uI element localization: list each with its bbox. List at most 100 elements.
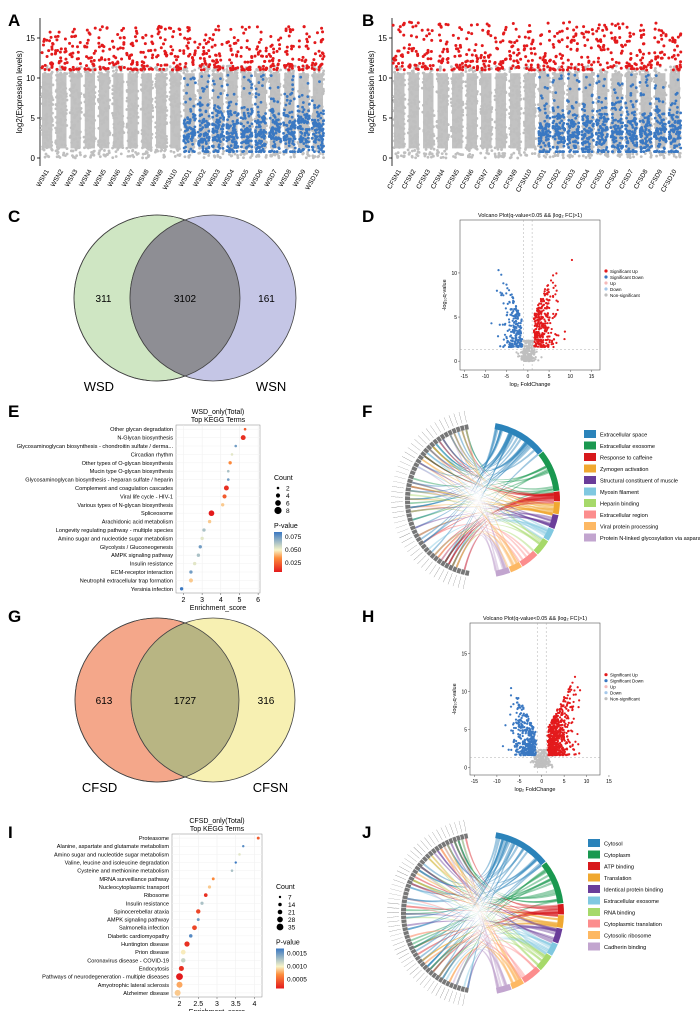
point-high bbox=[178, 62, 182, 66]
point-nonsig bbox=[282, 152, 286, 156]
point-high bbox=[178, 28, 182, 32]
point-nonsig bbox=[71, 149, 75, 153]
point-high bbox=[122, 41, 126, 45]
point-low bbox=[194, 81, 197, 85]
panel-label-B: B bbox=[362, 11, 374, 30]
point-low bbox=[269, 97, 273, 101]
point-high bbox=[50, 52, 54, 56]
point-low bbox=[220, 124, 224, 128]
point-low bbox=[225, 126, 229, 130]
point-low bbox=[306, 82, 310, 85]
point-low bbox=[270, 127, 274, 131]
point-high bbox=[97, 36, 101, 40]
y-tick-label: 0 bbox=[383, 154, 388, 163]
point-nonsig bbox=[399, 154, 403, 158]
point-high bbox=[179, 67, 183, 71]
point-nonsig bbox=[256, 68, 260, 72]
point-high bbox=[158, 67, 162, 71]
point-low bbox=[313, 103, 316, 107]
point-low bbox=[246, 136, 250, 140]
point-high bbox=[501, 39, 505, 43]
point-high bbox=[481, 28, 485, 32]
point-high bbox=[510, 45, 514, 49]
point-low bbox=[212, 150, 216, 154]
point-cloud bbox=[408, 73, 419, 149]
point-high bbox=[159, 25, 163, 29]
point-high bbox=[178, 49, 182, 53]
point-low bbox=[188, 119, 192, 123]
point-low bbox=[242, 87, 246, 90]
point-low bbox=[299, 127, 302, 131]
point-nonsig bbox=[459, 153, 463, 156]
point-low bbox=[261, 148, 265, 152]
point-high bbox=[260, 54, 264, 58]
point-cloud bbox=[70, 73, 81, 149]
point-low bbox=[319, 111, 323, 115]
point-low bbox=[277, 118, 280, 122]
point-high bbox=[97, 45, 101, 49]
point-low bbox=[190, 127, 193, 131]
point-low bbox=[296, 114, 300, 118]
point-low bbox=[183, 118, 187, 122]
point-high bbox=[70, 55, 74, 59]
point-low bbox=[260, 116, 264, 120]
point-nonsig bbox=[165, 67, 169, 71]
point-high bbox=[143, 67, 147, 71]
point-low bbox=[242, 75, 246, 79]
point-high bbox=[446, 60, 450, 64]
point-high bbox=[482, 62, 486, 66]
point-high bbox=[203, 38, 207, 42]
point-low bbox=[271, 129, 275, 133]
point-high bbox=[64, 49, 68, 53]
point-high bbox=[231, 64, 235, 68]
point-low bbox=[283, 92, 287, 96]
point-nonsig bbox=[407, 152, 411, 156]
point-low bbox=[296, 104, 300, 108]
point-low bbox=[184, 145, 187, 149]
point-high bbox=[453, 54, 457, 58]
y-tick-label: 0 bbox=[31, 154, 36, 163]
point-nonsig bbox=[270, 154, 273, 158]
point-low bbox=[186, 128, 190, 132]
point-nonsig bbox=[479, 151, 483, 155]
point-low bbox=[288, 119, 292, 123]
point-nonsig bbox=[56, 150, 60, 154]
point-high bbox=[214, 28, 218, 32]
point-low bbox=[241, 150, 245, 154]
point-high bbox=[68, 41, 72, 45]
point-high bbox=[437, 33, 441, 37]
point-high bbox=[301, 68, 305, 72]
point-high bbox=[133, 35, 137, 39]
point-nonsig bbox=[257, 154, 261, 158]
point-high bbox=[288, 30, 292, 34]
point-high bbox=[297, 39, 301, 43]
point-high bbox=[300, 58, 304, 62]
point-low bbox=[322, 109, 325, 113]
point-low bbox=[277, 136, 280, 140]
point-nonsig bbox=[410, 149, 414, 153]
point-high bbox=[484, 59, 488, 63]
point-high bbox=[59, 47, 63, 51]
point-low bbox=[320, 137, 324, 141]
point-nonsig bbox=[502, 154, 505, 157]
point-nonsig bbox=[176, 153, 180, 157]
point-nonsig bbox=[193, 68, 197, 72]
point-low bbox=[207, 146, 211, 150]
point-low bbox=[284, 103, 288, 107]
point-high bbox=[259, 37, 263, 41]
point-high bbox=[183, 65, 187, 69]
point-low bbox=[207, 138, 211, 142]
point-low bbox=[219, 110, 223, 114]
point-low bbox=[259, 142, 262, 145]
point-low bbox=[220, 84, 224, 88]
point-high bbox=[391, 61, 395, 65]
point-high bbox=[285, 45, 289, 49]
point-low bbox=[189, 77, 193, 81]
point-high bbox=[64, 57, 68, 61]
point-high bbox=[165, 54, 169, 58]
point-high bbox=[445, 40, 449, 44]
point-nonsig bbox=[417, 151, 421, 154]
point-low bbox=[221, 130, 224, 134]
point-nonsig bbox=[414, 156, 418, 160]
point-low bbox=[201, 86, 204, 90]
